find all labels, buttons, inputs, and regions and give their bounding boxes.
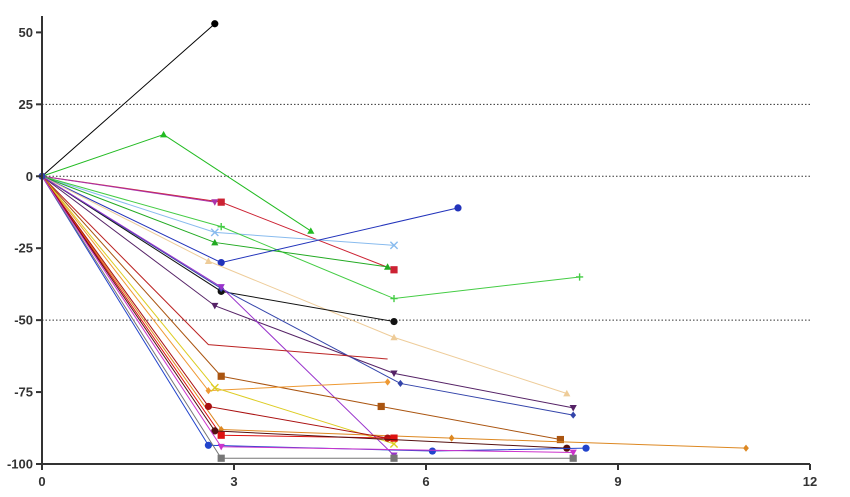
x-tick-label: 6 bbox=[422, 474, 429, 489]
data-point bbox=[204, 257, 212, 265]
series-17 bbox=[41, 175, 399, 448]
tick-labels: 50 25 0 -25 -50 -75 -100 0 3 6 9 12 bbox=[7, 25, 817, 489]
data-point bbox=[570, 411, 577, 419]
series-14 bbox=[41, 175, 388, 360]
series-layer bbox=[38, 20, 749, 462]
x-tick-label: 12 bbox=[803, 474, 817, 489]
series-12 bbox=[41, 175, 577, 419]
data-point bbox=[454, 204, 462, 212]
data-point bbox=[210, 228, 219, 237]
data-point bbox=[210, 383, 219, 392]
data-point bbox=[384, 378, 391, 386]
data-point bbox=[569, 454, 577, 462]
data-point bbox=[390, 370, 398, 377]
x-tick-label: 3 bbox=[230, 474, 237, 489]
series-7 bbox=[41, 175, 392, 270]
data-point bbox=[217, 372, 225, 380]
data-point bbox=[397, 379, 404, 388]
data-point bbox=[428, 447, 436, 455]
series-line bbox=[41, 175, 580, 300]
series-6 bbox=[41, 175, 584, 303]
y-tick-label: -25 bbox=[14, 241, 33, 256]
data-point bbox=[556, 435, 564, 444]
data-point bbox=[390, 333, 398, 341]
data-point bbox=[211, 238, 219, 246]
data-point bbox=[217, 443, 225, 451]
data-point bbox=[389, 241, 399, 250]
series-line bbox=[41, 175, 459, 264]
series-line bbox=[41, 175, 567, 394]
series-4 bbox=[41, 175, 219, 206]
data-point bbox=[217, 258, 225, 267]
data-point bbox=[390, 294, 398, 303]
data-point bbox=[377, 402, 385, 411]
series-13 bbox=[41, 175, 398, 459]
series-19 bbox=[41, 175, 392, 442]
data-point bbox=[211, 20, 219, 28]
series-18 bbox=[41, 175, 749, 452]
series-line bbox=[41, 175, 215, 203]
series-1 bbox=[41, 20, 219, 177]
data-point bbox=[569, 449, 577, 457]
data-point bbox=[384, 263, 392, 270]
x-tick-label: 9 bbox=[614, 474, 621, 489]
data-point bbox=[390, 434, 398, 442]
y-tick-label: -100 bbox=[7, 457, 33, 472]
series-line bbox=[41, 175, 567, 449]
series-23 bbox=[41, 175, 577, 462]
data-point bbox=[217, 431, 225, 439]
y-tick-label: 25 bbox=[19, 97, 33, 112]
data-point bbox=[448, 434, 455, 442]
series-5 bbox=[41, 175, 399, 250]
series-line bbox=[41, 175, 388, 360]
data-point bbox=[217, 223, 225, 231]
data-point bbox=[390, 266, 398, 274]
data-point bbox=[204, 402, 212, 411]
data-point bbox=[390, 454, 398, 462]
axes bbox=[36, 16, 811, 470]
data-point bbox=[204, 441, 212, 449]
data-point bbox=[307, 227, 315, 234]
series-15 bbox=[41, 175, 564, 444]
series-line bbox=[41, 175, 561, 441]
data-point bbox=[160, 130, 168, 138]
data-point bbox=[743, 444, 749, 452]
y-tick-label: 50 bbox=[19, 25, 33, 40]
series-line bbox=[41, 175, 747, 449]
data-point bbox=[569, 405, 577, 412]
data-point bbox=[211, 302, 219, 310]
data-point bbox=[217, 284, 225, 291]
series-line bbox=[41, 175, 574, 459]
data-point bbox=[582, 444, 590, 452]
series-8 bbox=[41, 175, 462, 267]
data-point bbox=[205, 387, 212, 395]
series-2 bbox=[41, 130, 315, 234]
series-16 bbox=[41, 175, 391, 395]
series-11 bbox=[41, 175, 577, 412]
y-tick-label: -75 bbox=[14, 385, 33, 400]
y-tick-label: 0 bbox=[26, 169, 33, 184]
y-tick-label: -50 bbox=[14, 313, 33, 328]
series-line bbox=[41, 175, 574, 409]
data-point bbox=[563, 389, 571, 397]
series-line bbox=[41, 175, 574, 416]
x-tick-label: 0 bbox=[38, 474, 45, 489]
series-line bbox=[41, 175, 574, 453]
series-9 bbox=[41, 175, 571, 397]
data-point bbox=[217, 198, 225, 206]
data-point bbox=[576, 273, 584, 281]
data-point bbox=[390, 317, 398, 326]
data-point bbox=[211, 199, 219, 206]
series-21 bbox=[41, 175, 571, 452]
series-24 bbox=[41, 175, 577, 457]
series-line bbox=[41, 23, 216, 177]
data-point bbox=[217, 454, 225, 462]
data-point bbox=[211, 427, 219, 435]
